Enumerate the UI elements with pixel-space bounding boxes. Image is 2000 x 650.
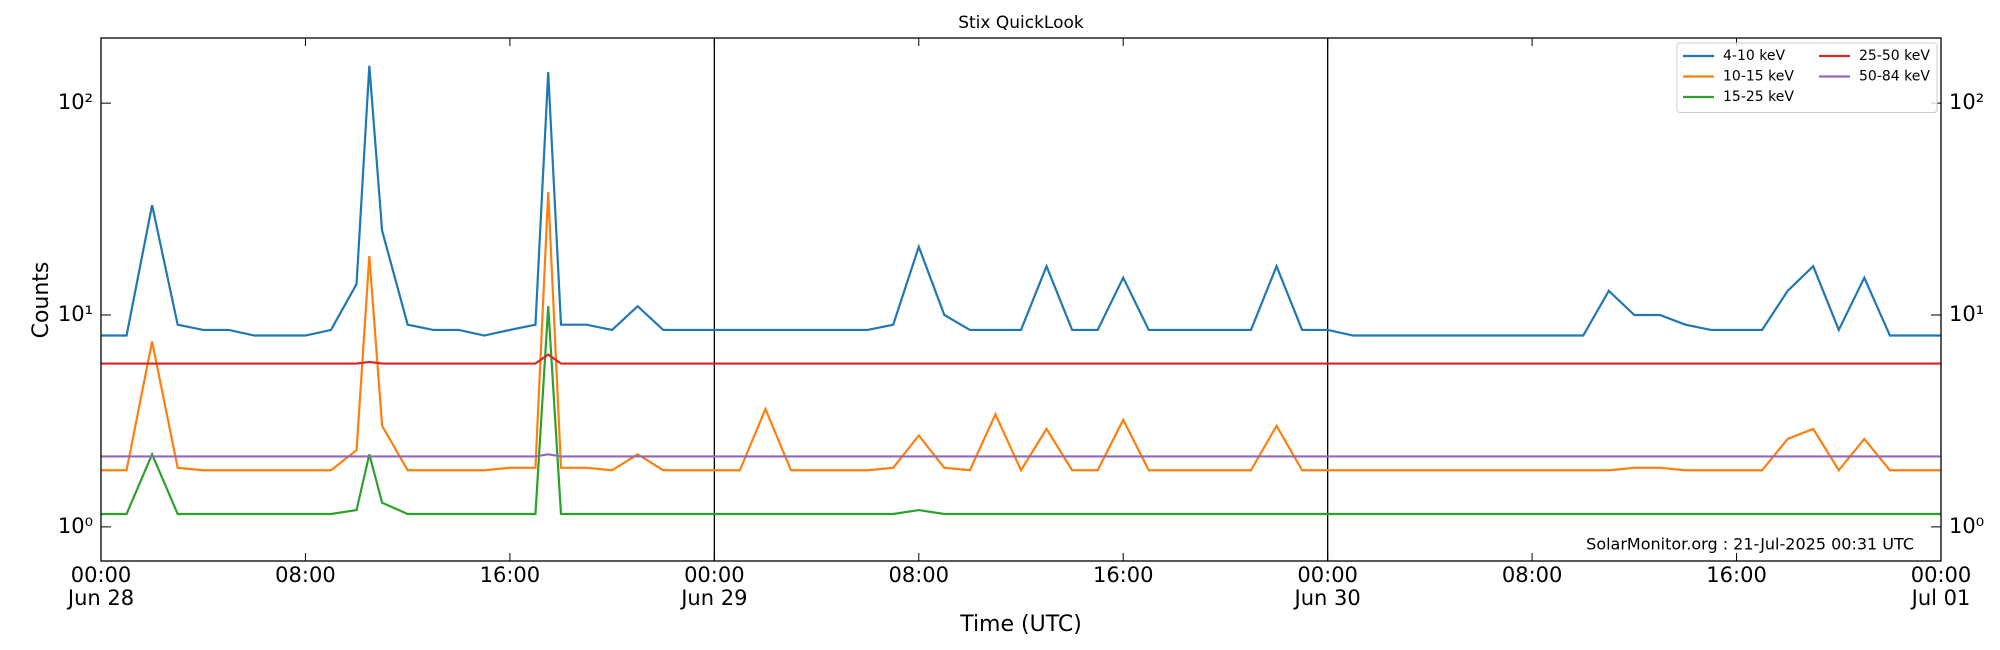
series-line xyxy=(101,453,1941,458)
legend-label: 4-10 keV xyxy=(1723,48,1785,64)
x-axis-label: Time (UTC) xyxy=(959,612,1082,637)
y-tick-label: 10² xyxy=(58,90,93,114)
x-tick-label: 00:00 xyxy=(684,563,745,587)
y-tick-label: 10⁰ xyxy=(58,514,93,538)
legend-label: 25-50 keV xyxy=(1859,48,1930,64)
x-tick-label: 00:00 xyxy=(71,563,132,587)
x-tick-date: Jun 28 xyxy=(66,586,134,610)
y-tick-label-right: 10¹ xyxy=(1949,302,1984,326)
series-line xyxy=(101,353,1941,365)
x-tick-date: Jun 30 xyxy=(1293,586,1361,610)
x-tick-label: 16:00 xyxy=(480,563,541,587)
series-line xyxy=(101,65,1941,337)
legend-box xyxy=(1676,42,1938,113)
legend-label: 15-25 keV xyxy=(1723,89,1794,105)
series-line xyxy=(101,306,1941,516)
series-line xyxy=(101,192,1941,473)
x-tick-date: Jun 29 xyxy=(679,586,747,610)
x-tick-label: 00:00 xyxy=(1297,563,1358,587)
chart-title: Stix QuickLook xyxy=(958,13,1084,33)
y-tick-label: 10¹ xyxy=(58,302,93,326)
x-tick-label: 00:00 xyxy=(1911,563,1972,587)
x-tick-date: Jul 01 xyxy=(1910,586,1971,610)
legend-label: 10-15 keV xyxy=(1723,69,1794,85)
x-tick-label: 08:00 xyxy=(889,563,950,587)
x-tick-label: 08:00 xyxy=(1502,563,1563,587)
x-tick-label: 16:00 xyxy=(1093,563,1154,587)
x-tick-label: 16:00 xyxy=(1706,563,1767,587)
y-tick-label-right: 10² xyxy=(1949,90,1984,114)
y-axis-label: Counts xyxy=(29,262,54,339)
legend-label: 50-84 keV xyxy=(1859,69,1930,85)
x-tick-label: 08:00 xyxy=(275,563,336,587)
annotation: SolarMonitor.org : 21-Jul-2025 00:31 UTC xyxy=(1586,535,1914,554)
y-tick-label-right: 10⁰ xyxy=(1949,514,1984,538)
plot-frame xyxy=(100,37,1942,562)
